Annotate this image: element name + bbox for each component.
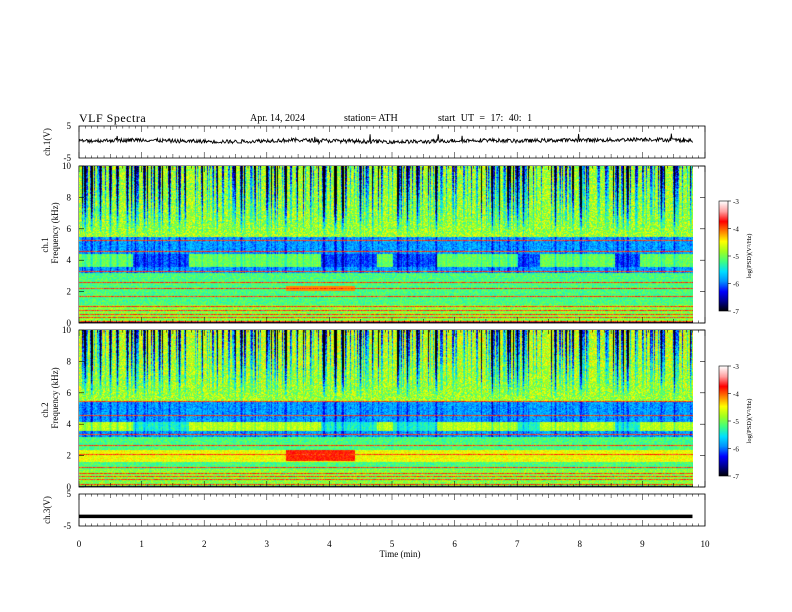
colorbar1-tick-label: -4 bbox=[733, 226, 739, 234]
ch1-spectrogram-ytick-label: 2 bbox=[67, 287, 72, 297]
ch2-spectrogram-ylabel-frequency: Frequency (kHz) bbox=[50, 367, 60, 428]
ch2-spectrogram-ytick-label: 0 bbox=[67, 482, 72, 492]
xtick-label: 6 bbox=[452, 539, 457, 549]
xtick-label: 9 bbox=[640, 539, 645, 549]
ch1-spectrogram-ylabel-frequency: Frequency (kHz) bbox=[50, 202, 60, 263]
ch1-spectrogram-ytick-label: 10 bbox=[62, 161, 72, 171]
colorbar2-tick-label: -6 bbox=[733, 446, 739, 454]
ch3-waveform-ytick-label: 5 bbox=[67, 489, 72, 499]
ch1-spectrogram-ytick-label: 4 bbox=[67, 255, 72, 265]
colorbar1-tick-label: -7 bbox=[733, 308, 739, 316]
colorbar1-label: log(PSD)(V²/Hz) bbox=[746, 234, 753, 279]
colorbar1-tick-label: -6 bbox=[733, 281, 739, 289]
x-axis-label: Time (min) bbox=[380, 549, 421, 559]
ch2-spectrogram-ytick-label: 10 bbox=[62, 325, 72, 335]
colorbar2-tick-label: -3 bbox=[733, 363, 739, 371]
ch1-colorbar bbox=[719, 201, 728, 311]
colorbar1-tick-label: -3 bbox=[733, 198, 739, 206]
ch1-waveform-ytick-label: 5 bbox=[67, 121, 72, 131]
ch1-spectrogram-ylabel-channel: ch.1 bbox=[40, 237, 50, 252]
ch1-spectrogram-ytick-label: 8 bbox=[67, 192, 72, 202]
chart-title: VLF Spectra bbox=[79, 111, 147, 125]
ch1-waveform-ylabel: ch.1(V) bbox=[42, 128, 52, 156]
xtick-label: 7 bbox=[515, 539, 520, 549]
xtick-label: 1 bbox=[139, 539, 144, 549]
xtick-label: 2 bbox=[202, 539, 207, 549]
colorbar2-tick-label: -5 bbox=[733, 418, 739, 426]
station-label: station= ATH bbox=[344, 113, 398, 124]
ch1-spectrogram-image bbox=[79, 166, 693, 323]
colorbar2-label: log(PSD)(V²/Hz) bbox=[746, 399, 753, 444]
ch3-waveform-ytick-label: -5 bbox=[64, 521, 72, 531]
xtick-label: 0 bbox=[77, 539, 82, 549]
colorbar1-tick-label: -5 bbox=[733, 253, 739, 261]
ch1-spectrogram-ytick-label: 0 bbox=[67, 318, 72, 328]
ch2-spectrogram-ytick-label: 6 bbox=[67, 388, 72, 398]
xtick-label: 5 bbox=[390, 539, 395, 549]
colorbar2-tick-label: -4 bbox=[733, 391, 739, 399]
xtick-label: 8 bbox=[578, 539, 583, 549]
xtick-label: 4 bbox=[327, 539, 332, 549]
ch2-spectrogram-ytick-label: 2 bbox=[67, 451, 72, 461]
xtick-label: 3 bbox=[265, 539, 270, 549]
xtick-label: 10 bbox=[701, 539, 711, 549]
ch1-waveform-trace bbox=[78, 133, 693, 146]
ch2-spectrogram-ytick-label: 8 bbox=[67, 356, 72, 366]
ch1-waveform-ytick-label: -5 bbox=[64, 153, 72, 163]
ch3-waveform-ylabel: ch.3(V) bbox=[42, 496, 52, 524]
ch2-spectrogram-image bbox=[79, 330, 693, 487]
colorbar2-tick-label: -7 bbox=[733, 473, 739, 481]
start-time-label: start UT = 17: 40: 1 bbox=[438, 113, 533, 124]
ch2-spectrogram-ylabel-channel: ch.2 bbox=[40, 402, 50, 417]
date-label: Apr. 14, 2024 bbox=[250, 113, 305, 124]
ch2-colorbar bbox=[719, 366, 728, 476]
ch2-spectrogram-ytick-label: 4 bbox=[67, 419, 72, 429]
ch1-spectrogram-ytick-label: 6 bbox=[67, 224, 72, 234]
